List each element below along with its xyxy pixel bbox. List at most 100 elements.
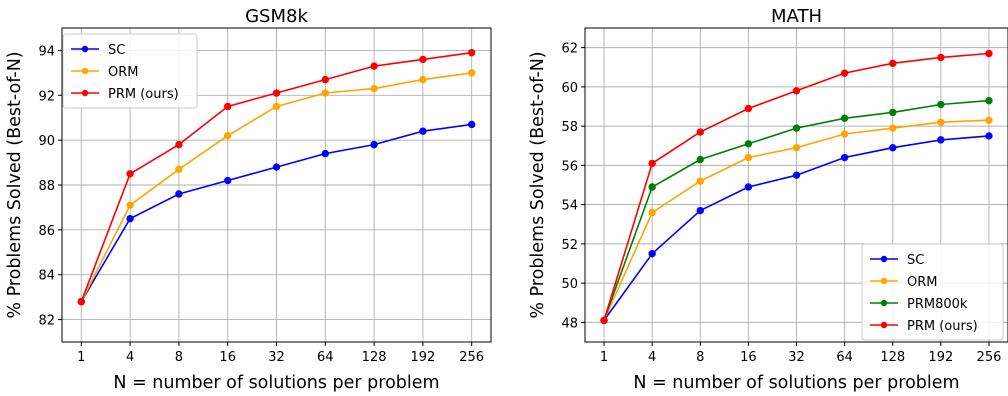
chart1-data-point	[419, 75, 427, 84]
chart1-data-point	[467, 69, 476, 77]
chart2-legend-marker	[880, 321, 888, 329]
chart2-data-point	[937, 53, 945, 62]
chart2-data-point	[985, 49, 993, 58]
chart1-data-point	[321, 75, 329, 84]
chart2-data-point	[744, 153, 753, 162]
chart2-legend-label: PRM (ours)	[907, 319, 978, 334]
chart2-data-point	[937, 100, 945, 109]
chart1-x-axis-label: N = number of solutions per problem	[113, 373, 439, 392]
chart2-data-point	[744, 104, 753, 113]
chart1-data-point	[175, 165, 183, 174]
chart1-legend-label: SC	[108, 43, 125, 58]
chart1-y-tick-label: 86	[38, 224, 55, 239]
chart2-x-tick-label: 32	[788, 350, 805, 365]
chart1-data-point	[419, 127, 427, 135]
chart1-x-tick-label: 4	[126, 350, 134, 365]
chart1-y-tick-label: 94	[38, 44, 55, 59]
chart2-data-point	[840, 114, 849, 122]
chart1-data-point	[126, 214, 134, 223]
chart2-x-tick-label: 4	[648, 350, 656, 365]
chart1-data-point	[370, 84, 378, 93]
chart2-data-point	[985, 96, 993, 105]
chart2-x-tick-label: 64	[836, 350, 853, 365]
chart2-legend-label: SC	[907, 253, 924, 268]
chart2-data-point	[889, 144, 897, 152]
chart2-data-point	[840, 153, 849, 162]
chart2-data-point	[648, 159, 656, 168]
chart1-data-point	[419, 55, 427, 64]
chart1-x-tick-label: 128	[362, 350, 387, 365]
chart2-data-point	[792, 124, 801, 132]
chart1-y-tick-label: 84	[38, 269, 55, 284]
chart2-legend-label: ORM	[907, 275, 937, 290]
chart2-y-tick-label: 52	[561, 238, 578, 253]
chart1-legend-label: ORM	[108, 65, 138, 80]
chart1-x-tick-label: 32	[268, 350, 285, 365]
chart2-x-tick-label: 192	[928, 350, 953, 365]
chart1-group: GSM8k 1 4 8 16 32 64 128 192 256 82 84 86 88 90 92 94 N =…	[5, 6, 492, 393]
chart2-data-point	[648, 183, 656, 191]
chart2-data-point	[792, 87, 801, 95]
chart2-legend-marker	[880, 299, 888, 307]
chart2-data-point	[792, 144, 801, 152]
chart2-x-tick-label: 16	[740, 350, 757, 365]
chart1-data-point	[272, 102, 281, 111]
chart1-data-point	[126, 201, 134, 209]
chart2-data-point	[937, 118, 945, 126]
chart2-data-point	[696, 128, 704, 136]
chart1-data-point	[272, 89, 281, 97]
chart1-x-tick-label: 64	[317, 350, 334, 365]
chart2-data-point	[792, 171, 801, 179]
chart1-data-point	[467, 48, 476, 57]
chart2-data-point	[889, 59, 897, 68]
chart2-axes-frame	[584, 27, 1008, 343]
chart2-x-tick-label: 128	[880, 350, 905, 365]
chart2-data-point	[648, 208, 656, 217]
chart2-y-tick-label: 58	[561, 120, 578, 135]
chart1-legend-marker	[81, 45, 89, 53]
chart2-y-tick-label: 54	[561, 199, 578, 214]
chart2-data-point	[696, 177, 704, 185]
chart2-legend-marker	[880, 255, 888, 263]
chart1-x-tick-label: 8	[175, 350, 183, 365]
chart2-legend-label: PRM800k	[907, 297, 968, 312]
chart2-x-tick-label: 8	[696, 350, 704, 365]
chart1-y-tick-label: 90	[38, 134, 55, 149]
chart1-data-point	[467, 120, 476, 129]
chart2-legend: SC ORM PRM800k PRM (ours)	[861, 243, 1004, 341]
chart1-data-point	[370, 140, 378, 149]
chart2-legend-marker	[880, 277, 888, 285]
chart1-x-tick-label: 256	[459, 350, 484, 365]
chart1-x-tick-label: 192	[410, 350, 435, 365]
chart1-legend-marker	[81, 67, 89, 75]
chart2-x-tick-label: 1	[600, 350, 608, 365]
chart2-y-tick-label: 50	[561, 277, 578, 292]
chart2-data-point	[648, 249, 656, 258]
chart2-data-point	[744, 140, 753, 148]
chart1-legend-marker	[81, 89, 89, 97]
chart1-y-axis-label: % Problems Solved (Best-of-N)	[5, 51, 25, 318]
chart1-data-point	[77, 297, 86, 306]
chart2-y-tick-label: 60	[561, 81, 578, 96]
chart2-legend-box	[861, 243, 1004, 341]
chart2-data-point	[840, 69, 849, 77]
chart1-legend-box	[62, 33, 198, 109]
chart2-data-point	[889, 108, 897, 117]
chart1-x-tick-label: 1	[77, 350, 85, 365]
chart2-title: MATH	[771, 6, 822, 27]
chart1-data-point	[224, 102, 232, 111]
chart1-data-point	[175, 190, 183, 198]
chart1-y-tick-label: 82	[38, 314, 55, 329]
chart2-x-tick-label: 256	[977, 350, 1002, 365]
chart1-x-tick-label: 16	[219, 350, 236, 365]
chart2-x-axis-label: N = number of solutions per problem	[633, 373, 959, 392]
chart1-y-tick-label: 88	[38, 179, 55, 194]
chart2-data-point	[696, 155, 704, 164]
chart1-data-point	[321, 149, 329, 158]
chart1-data-point	[321, 89, 329, 97]
chart2-data-point	[696, 206, 704, 215]
chart2-y-tick-label: 56	[561, 159, 578, 174]
